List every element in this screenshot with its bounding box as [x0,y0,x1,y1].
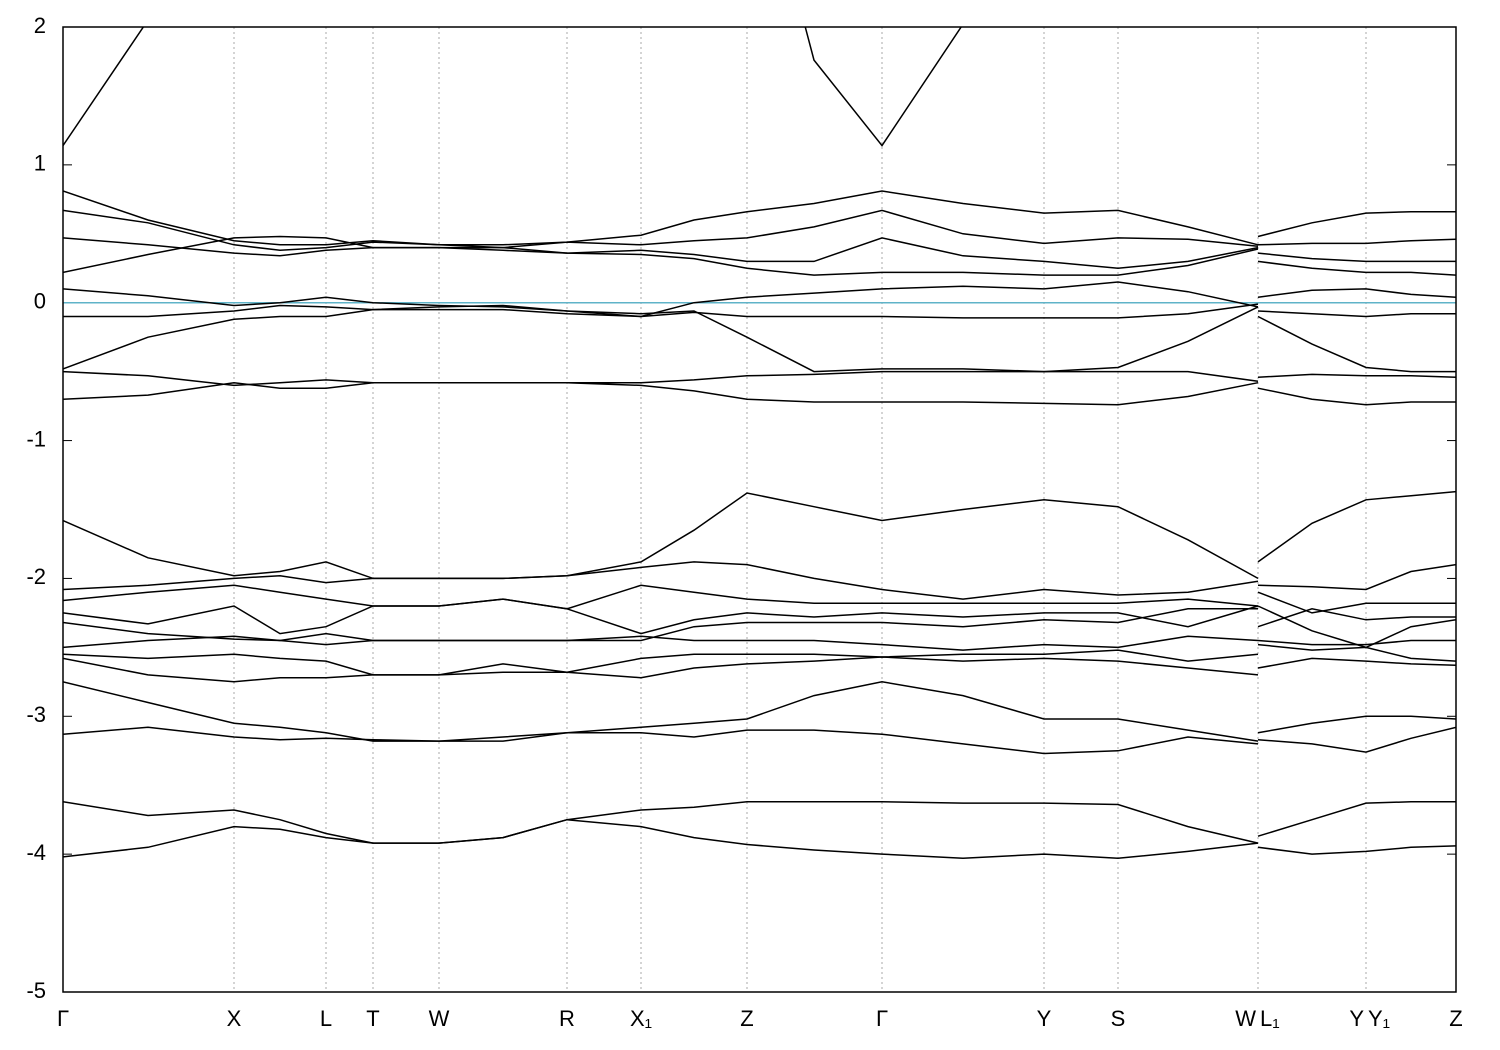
y-tick-label: 1 [34,151,46,176]
band-line [63,490,1456,580]
x-tick-label: Γ [57,1006,69,1031]
plot-frame [62,26,1457,993]
y-tick-label: 2 [34,13,46,38]
x-tick-label: Z [1449,1006,1462,1031]
band-line [63,681,1456,742]
x-tick-label: X₁ [630,1006,652,1031]
band-line [63,584,1456,614]
band-line [63,303,1456,319]
band-line [63,598,1456,635]
band-line [63,237,1456,270]
y-tick-label: -4 [26,840,46,865]
x-tick-label: T [366,1006,379,1031]
y-tick-label: -5 [26,978,46,1003]
x-tick-label: L [320,1006,332,1031]
band-line [63,190,1456,246]
band-line [63,656,1456,683]
band-line [63,643,1456,676]
band-line [63,801,1456,844]
x-tick-label: R [559,1006,575,1031]
band-line [63,561,1456,600]
band-line [63,818,1456,860]
band-line [63,381,1456,406]
x-tick-label: Z [740,1006,753,1031]
y-tick-label: -3 [26,702,46,727]
band-line [63,370,1456,387]
x-tick-label: Y [1349,1006,1364,1031]
band-line [63,635,1456,651]
x-tick-label: Γ [876,1006,888,1031]
band-line [63,726,1456,755]
y-tick-label: -1 [26,426,46,451]
bands [63,27,1456,860]
x-tick-label: Y [1037,1006,1052,1031]
band-line [63,235,1456,276]
x-tick-label: W [429,1006,450,1031]
y-tick-label: 0 [34,289,46,314]
band-line [63,27,963,147]
band-line [63,304,1456,373]
x-tick-label: W [1235,1006,1256,1031]
grid [63,26,1456,993]
x-tick-label: Y₁ [1368,1006,1390,1031]
x-tick-label: L₁ [1260,1006,1280,1031]
x-tick-label: S [1111,1006,1126,1031]
band-line [63,281,1456,318]
band-line [63,209,1456,252]
y-tick-label: -2 [26,564,46,589]
x-tick-label: X [227,1006,242,1031]
